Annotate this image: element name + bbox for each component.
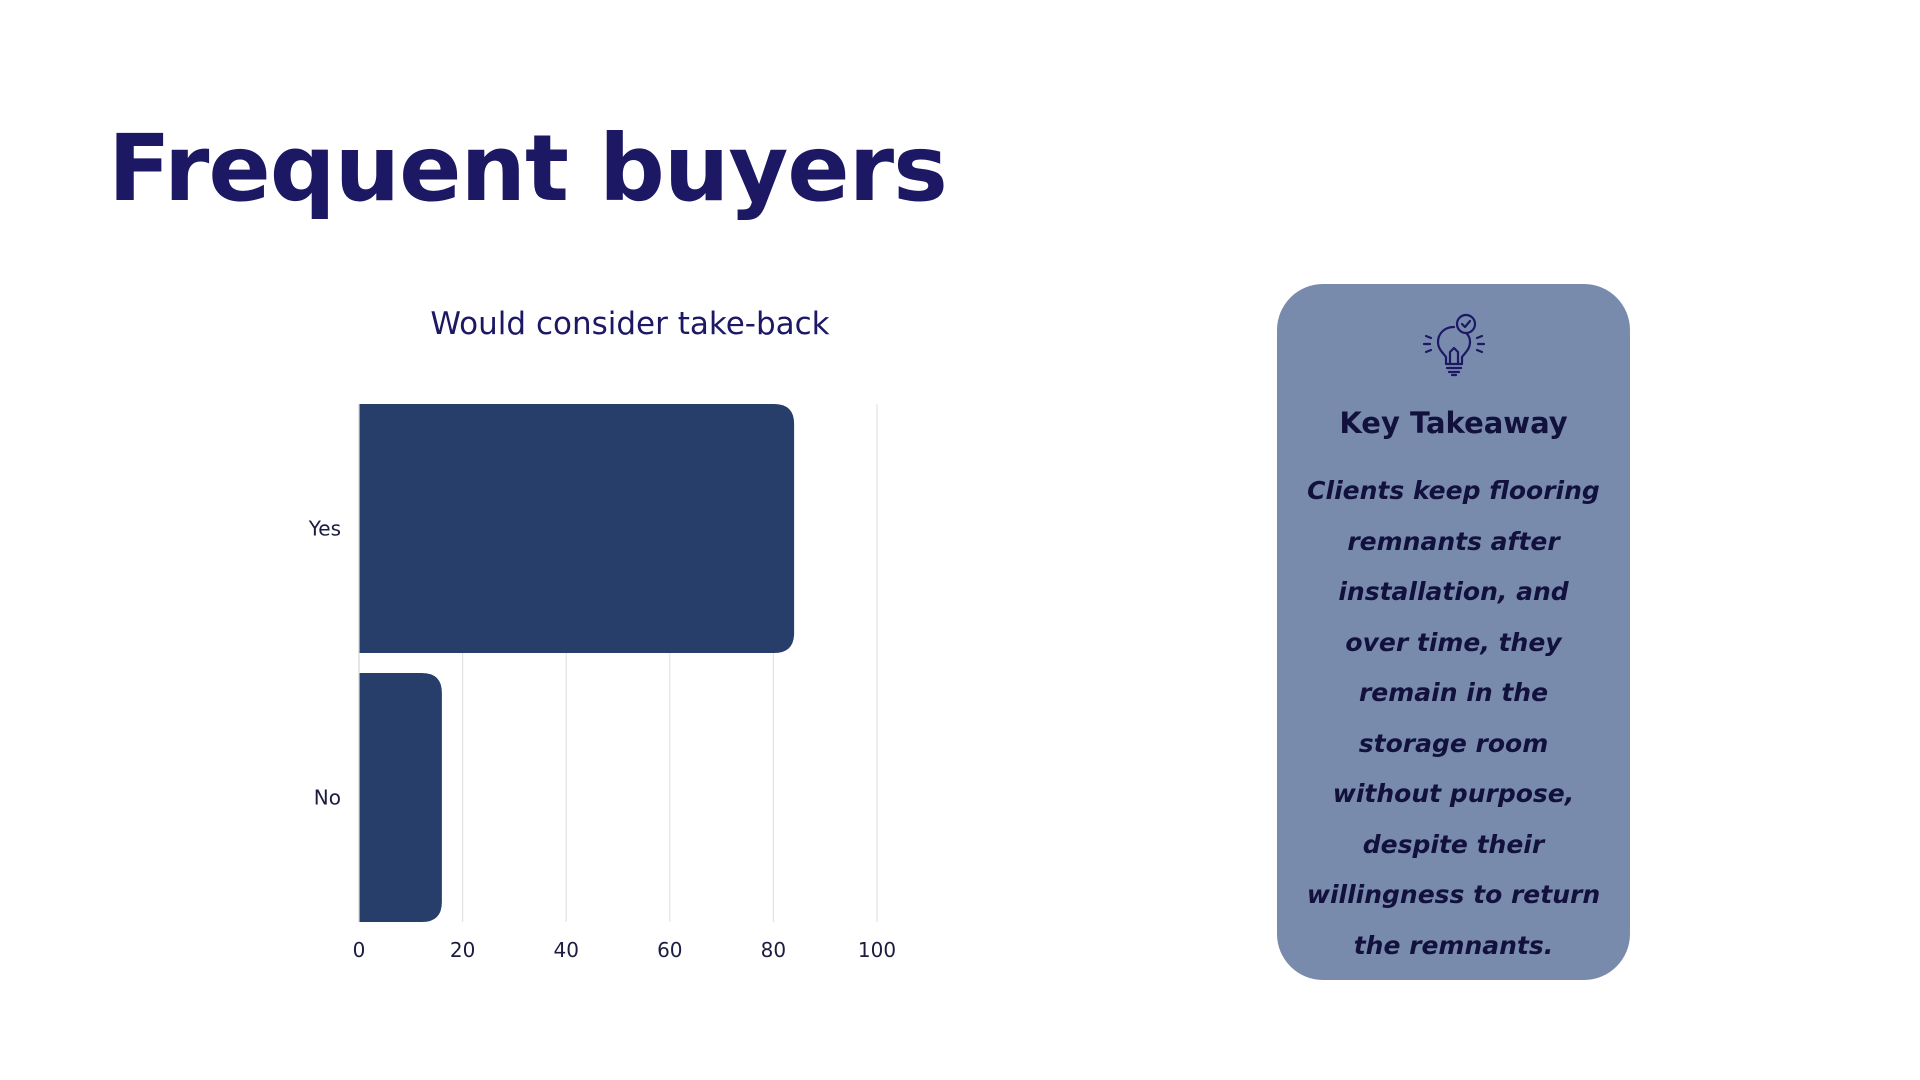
- x-tick-label: 80: [761, 938, 786, 962]
- x-tick-label: 40: [553, 938, 578, 962]
- x-tick-label: 20: [450, 938, 475, 962]
- y-category-label: No: [314, 786, 341, 810]
- x-tick-label: 100: [858, 938, 896, 962]
- key-takeaway-card: Key Takeaway Clients keep flooring remna…: [1277, 284, 1630, 980]
- slide-title: Frequent buyers: [108, 115, 948, 222]
- y-category-label: Yes: [308, 517, 341, 541]
- bars: [359, 404, 795, 922]
- labels: 0 20 40 60 80 100 Yes No: [308, 517, 896, 963]
- bar-no: [359, 673, 442, 922]
- x-tick-label: 0: [353, 938, 366, 962]
- key-takeaway-text: Clients keep flooring remnants after ins…: [1306, 476, 1601, 960]
- bar-yes: [359, 404, 795, 653]
- x-tick-label: 60: [657, 938, 682, 962]
- key-takeaway-heading: Key Takeaway: [1339, 406, 1568, 440]
- lightbulb-check-icon: [1422, 313, 1485, 377]
- chart-title: Would consider take-back: [430, 306, 830, 342]
- bar-chart: 0 20 40 60 80 100 Yes No: [308, 404, 896, 963]
